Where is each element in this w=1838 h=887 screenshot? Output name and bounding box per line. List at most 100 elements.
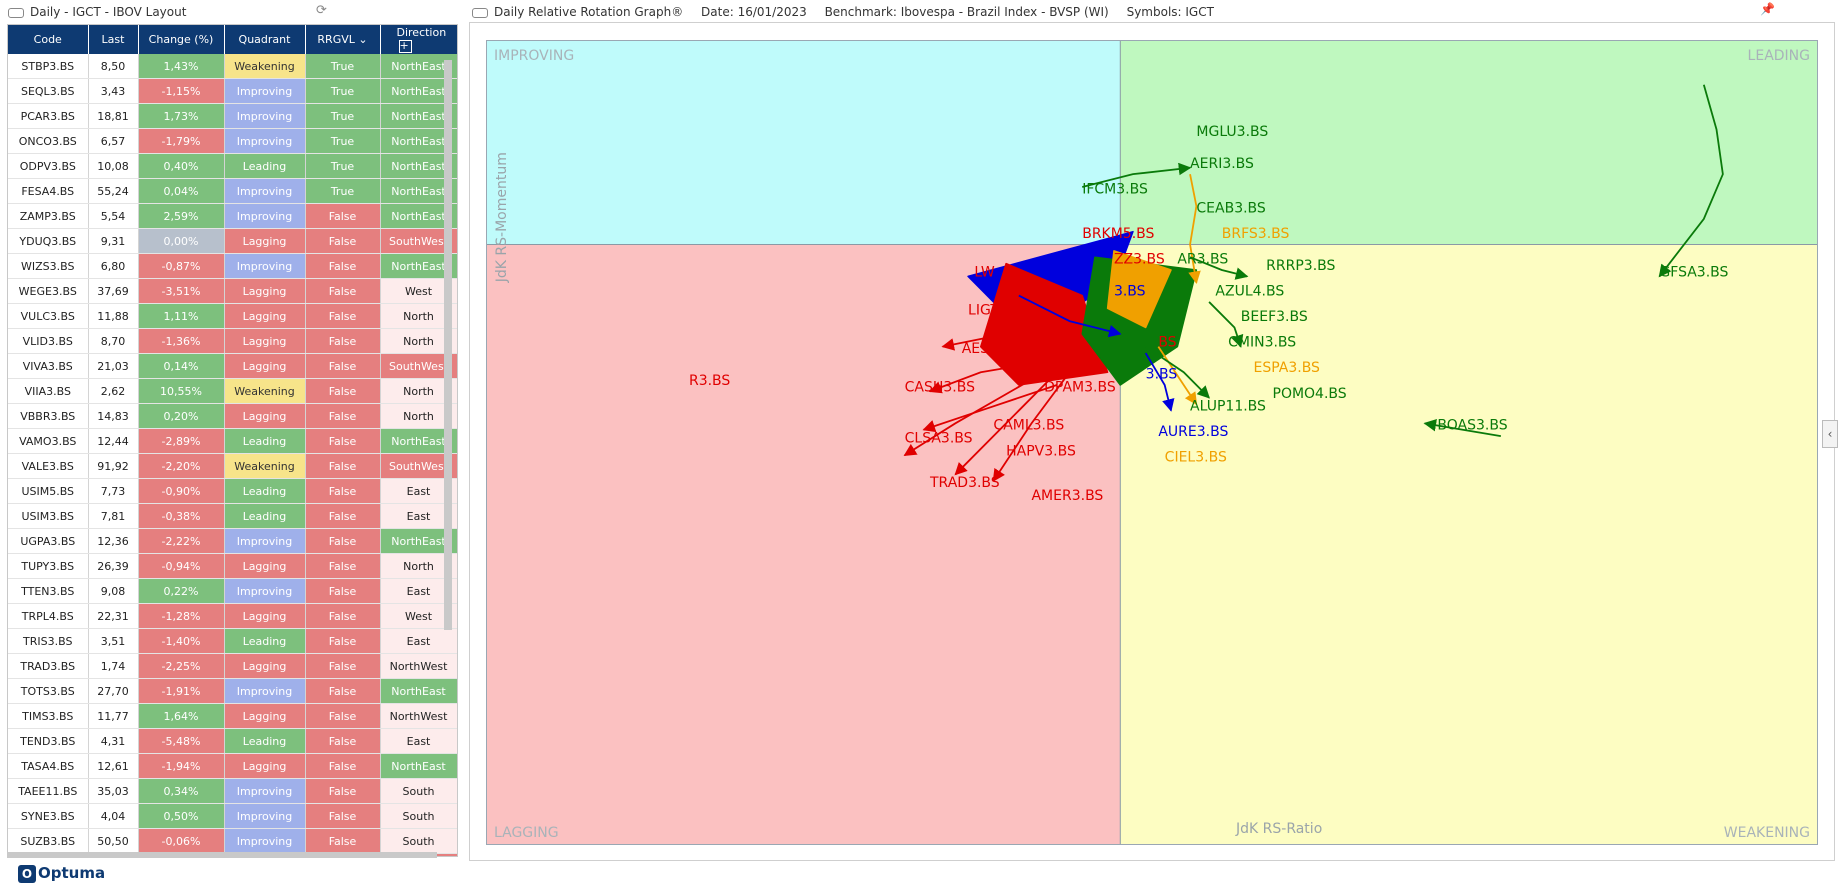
symbol-tail[interactable] bbox=[1144, 352, 1175, 412]
symbol-label[interactable]: BRFS3.BS bbox=[1222, 226, 1290, 242]
table-row[interactable]: TEND3.BS 4,31 -5,48% Leading False East bbox=[8, 728, 457, 754]
table-row[interactable]: TRIS3.BS 3,51 -1,40% Leading False East bbox=[8, 628, 457, 654]
symbol-label[interactable]: AURE3.BS bbox=[1158, 424, 1228, 440]
table-row[interactable]: TRAD3.BS 1,74 -2,25% Lagging False NorthWest bbox=[8, 653, 457, 679]
table-row[interactable]: VULC3.BS 11,88 1,11% Lagging False North bbox=[8, 303, 457, 329]
symbol-label[interactable]: AMER3.BS bbox=[1031, 488, 1103, 504]
col-header-last[interactable]: Last bbox=[88, 25, 139, 54]
symbol-tail[interactable] bbox=[1157, 346, 1198, 406]
table-row[interactable]: STBP3.BS 8,50 1,43% Weakening True NorthEast bbox=[8, 54, 457, 79]
symbol-label[interactable]: CLSA3.BS bbox=[905, 431, 973, 447]
table-row[interactable]: TRPL4.BS 22,31 -1,28% Lagging False West bbox=[8, 603, 457, 629]
symbol-tail[interactable] bbox=[1658, 84, 1724, 278]
symbol-label[interactable]: R3.BS bbox=[689, 373, 730, 389]
symbol-tail[interactable] bbox=[1188, 173, 1201, 285]
symbol-tail[interactable] bbox=[992, 371, 1071, 482]
symbol-tail[interactable] bbox=[941, 320, 1070, 351]
table-row[interactable]: WIZS3.BS 6,80 -0,87% Improving False NorthEas… bbox=[8, 253, 457, 279]
table-row[interactable]: VALE3.BS 91,92 -2,20% Weakening False SouthWe… bbox=[8, 453, 457, 479]
symbol-tail[interactable] bbox=[1082, 162, 1192, 188]
symbol-tail[interactable] bbox=[1423, 418, 1502, 437]
table-row[interactable]: WEGE3.BS 37,69 -3,51% Lagging False West bbox=[8, 278, 457, 304]
pin-icon[interactable]: 📌 bbox=[1760, 2, 1775, 16]
add-column-icon[interactable]: + bbox=[398, 40, 412, 53]
symbol-label[interactable]: CAML3.BS bbox=[993, 418, 1064, 434]
table-row[interactable]: SEQL3.BS 3,43 -1,15% Improving True NorthEast bbox=[8, 78, 457, 104]
table-row[interactable]: SUZB3.BS 50,50 -0,06% Improving False South bbox=[8, 828, 457, 854]
symbol-label[interactable]: BEEF3.BS bbox=[1241, 309, 1308, 325]
symbol-label[interactable]: HAPV3.BS bbox=[1006, 443, 1076, 459]
symbol-label[interactable]: TRAD3.BS bbox=[929, 475, 1000, 491]
symbol-label[interactable]: CEAB3.BS bbox=[1196, 201, 1266, 217]
symbol-tail[interactable] bbox=[954, 358, 1071, 476]
symbol-label[interactable]: BOAS3.BS bbox=[1437, 418, 1507, 434]
symbol-label[interactable]: IFCM3.BS bbox=[1082, 181, 1148, 197]
collapse-panel-button[interactable]: ‹ bbox=[1822, 420, 1838, 448]
symbol-label[interactable]: AZUL4.BS bbox=[1215, 284, 1284, 300]
symbol-label[interactable]: 3.BS bbox=[1114, 284, 1146, 300]
cell-code: WIZS3.BS bbox=[8, 253, 89, 279]
table-row[interactable]: TOTS3.BS 27,70 -1,91% Improving False NorthEa… bbox=[8, 678, 457, 704]
col-header-code[interactable]: Code bbox=[8, 25, 89, 54]
symbol-label[interactable]: AESB3.BS bbox=[962, 341, 1031, 357]
symbol-label[interactable]: RRRP3.BS bbox=[1266, 258, 1335, 274]
rrg-chart[interactable]: IMPROVING LEADING LAGGING WEAKENING JdK RS-R… bbox=[486, 40, 1818, 845]
symbol-label[interactable]: MGLU3.BS bbox=[1196, 124, 1268, 140]
symbol-label[interactable]: LW bbox=[974, 264, 995, 280]
symbol-label[interactable]: AR3.BS bbox=[1177, 252, 1228, 268]
refresh-icon[interactable]: ⟳ bbox=[316, 3, 327, 18]
symbol-tail[interactable] bbox=[1208, 301, 1244, 348]
table-row[interactable]: TAEE11.BS 35,03 0,34% Improving False South bbox=[8, 778, 457, 804]
col-header-direction[interactable]: Direction+ bbox=[380, 25, 457, 54]
table-row[interactable]: ODPV3.BS 10,08 0,40% Leading True NorthEast bbox=[8, 153, 457, 179]
table-row[interactable]: VBBR3.BS 14,83 0,20% Lagging False North bbox=[8, 403, 457, 429]
table-row[interactable]: ZAMP3.BS 5,54 2,59% Improving False NorthEast bbox=[8, 203, 457, 229]
table-row[interactable]: PCAR3.BS 18,81 1,73% Improving True NorthEast bbox=[8, 103, 457, 129]
col-header-rrgvl[interactable]: RRGVL ⌄ bbox=[305, 25, 381, 54]
table-row[interactable]: USIM3.BS 7,81 -0,38% Leading False East bbox=[8, 503, 457, 529]
symbol-label[interactable]: DPAM3.BS bbox=[1044, 379, 1116, 395]
table-row[interactable]: TTEN3.BS 9,08 0,22% Improving False East bbox=[8, 578, 457, 604]
orange-tail-cluster[interactable] bbox=[1106, 250, 1172, 329]
table-row[interactable]: TASA4.BS 12,61 -1,94% Lagging False NorthEast bbox=[8, 753, 457, 779]
symbol-tail[interactable] bbox=[903, 371, 1045, 457]
vertical-scrollbar[interactable] bbox=[444, 60, 452, 630]
table-row[interactable]: FESA4.BS 55,24 0,04% Improving True NorthEast bbox=[8, 178, 457, 204]
col-header-change[interactable]: Change (%) bbox=[138, 25, 225, 54]
table-row[interactable]: YDUQ3.BS 9,31 0,00% Lagging False SouthWest bbox=[8, 228, 457, 254]
table-row[interactable]: VAMO3.BS 12,44 -2,89% Leading False NorthEast bbox=[8, 428, 457, 454]
symbol-tail[interactable] bbox=[1145, 345, 1210, 399]
cell-quadrant: Lagging bbox=[224, 603, 306, 629]
chevron-down-icon[interactable]: ⌄ bbox=[358, 33, 368, 46]
symbol-label[interactable]: BRKM5.BS bbox=[1082, 226, 1154, 242]
cell-last: 8,50 bbox=[88, 54, 139, 79]
symbol-label[interactable]: GFSA3.BS bbox=[1659, 264, 1728, 280]
symbol-label[interactable]: ZZ3.BS bbox=[1114, 252, 1165, 268]
symbol-label[interactable]: AERI3.BS bbox=[1190, 156, 1254, 172]
table-row[interactable]: VLID3.BS 8,70 -1,36% Lagging False North bbox=[8, 328, 457, 354]
table-row[interactable]: TUPY3.BS 26,39 -0,94% Lagging False North bbox=[8, 553, 457, 579]
symbol-label[interactable]: ESPA3.BS bbox=[1253, 360, 1320, 376]
symbol-tail[interactable] bbox=[1018, 294, 1122, 338]
red-tail-cluster[interactable] bbox=[979, 262, 1109, 386]
table-row[interactable]: SYNE3.BS 4,04 0,50% Improving False South bbox=[8, 803, 457, 829]
table-row[interactable]: USIM5.BS 7,73 -0,90% Leading False East bbox=[8, 478, 457, 504]
col-header-quadrant[interactable]: Quadrant bbox=[224, 25, 306, 54]
symbol-label[interactable]: CASH3.BS bbox=[905, 379, 975, 395]
symbol-label[interactable]: CIEL3.BS bbox=[1165, 450, 1227, 466]
symbol-tail[interactable] bbox=[928, 358, 1058, 394]
symbol-label[interactable]: ALUP11.BS bbox=[1190, 399, 1266, 415]
table-row[interactable]: TIMS3.BS 11,77 1,64% Lagging False NorthWest bbox=[8, 703, 457, 729]
table-row[interactable]: VIIA3.BS 2,62 10,55% Weakening False North bbox=[8, 378, 457, 404]
symbol-label[interactable]: CMIN3.BS bbox=[1228, 335, 1296, 351]
horizontal-scrollbar[interactable] bbox=[7, 852, 437, 858]
table-row[interactable]: VIVA3.BS 21,03 0,14% Lagging False SouthWest bbox=[8, 353, 457, 379]
symbol-label[interactable]: POMO4.BS bbox=[1273, 386, 1347, 402]
symbol-tail[interactable] bbox=[922, 384, 1058, 433]
symbol-label[interactable]: LIGT3.BS bbox=[968, 303, 1031, 319]
symbol-label[interactable]: BS bbox=[1158, 335, 1176, 351]
table-row[interactable]: UGPA3.BS 12,36 -2,22% Improving False NorthEa… bbox=[8, 528, 457, 554]
symbol-label[interactable]: 3.BS bbox=[1146, 367, 1178, 383]
symbol-tail[interactable] bbox=[1189, 256, 1249, 280]
table-row[interactable]: ONCO3.BS 6,57 -1,79% Improving True NorthEast bbox=[8, 128, 457, 154]
